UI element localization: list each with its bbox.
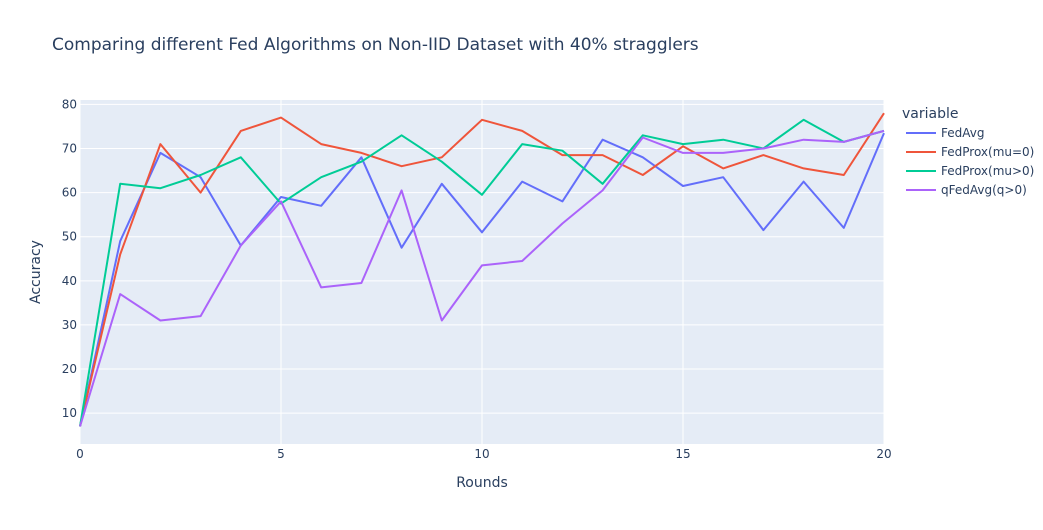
x-tick-label: 10	[474, 447, 489, 461]
x-tick-label: 5	[277, 447, 285, 461]
series-line-fedprox-mu-0	[79, 112, 885, 427]
legend-item[interactable]: FedProx(mu=0)	[906, 145, 1034, 159]
y-axis-ticks: 10 20 30 40 50 60 70 80	[62, 97, 77, 420]
y-tick-label: 80	[62, 97, 77, 111]
y-tick-label: 20	[62, 362, 77, 376]
chart-title: Comparing different Fed Algorithms on No…	[52, 35, 699, 55]
x-axis-title: Rounds	[456, 475, 508, 491]
y-tick-label: 30	[62, 318, 77, 332]
legend-title: variable	[902, 106, 958, 122]
legend[interactable]: variable FedAvg FedProx(mu=0) FedProx(mu>0…	[902, 106, 1034, 197]
legend-label: FedProx(mu>0)	[941, 164, 1034, 178]
y-tick-label: 10	[62, 406, 77, 420]
y-tick-label: 60	[62, 186, 77, 200]
series-line-fedprox-mu-0	[79, 118, 885, 427]
y-tick-label: 40	[62, 274, 77, 288]
x-tick-label: 0	[76, 447, 84, 461]
legend-label: FedAvg	[941, 126, 984, 140]
y-tick-label: 50	[62, 230, 77, 244]
legend-item[interactable]: FedProx(mu>0)	[906, 164, 1034, 178]
y-axis-title: Accuracy	[28, 240, 44, 304]
grid	[79, 100, 885, 444]
series-line-qfedavg-q-0	[79, 129, 885, 427]
x-axis-ticks: 0 5 10 15 20	[76, 447, 891, 461]
legend-item[interactable]: FedAvg	[906, 126, 984, 140]
y-tick-label: 70	[62, 142, 77, 156]
series-lines	[79, 112, 885, 427]
legend-label: qFedAvg(q>0)	[941, 183, 1027, 197]
legend-label: FedProx(mu=0)	[941, 145, 1034, 159]
series-line-fedavg	[79, 132, 885, 427]
legend-item[interactable]: qFedAvg(q>0)	[906, 183, 1027, 197]
x-tick-label: 20	[876, 447, 891, 461]
x-tick-label: 15	[675, 447, 690, 461]
